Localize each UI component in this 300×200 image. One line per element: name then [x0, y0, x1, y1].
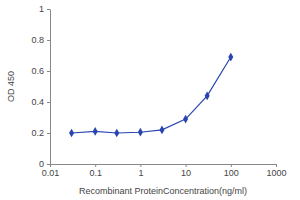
y-tick-mark	[47, 102, 50, 103]
x-tick: 100	[224, 164, 239, 178]
chart: 0.01 0.1 1 10 100 1000 0 0.2 0.4 0.6 0.8 1 Recombina…	[0, 0, 300, 200]
data-point	[114, 129, 119, 138]
y-tick-mark	[47, 9, 50, 10]
x-tick-mark	[140, 164, 141, 167]
x-tick-label: 100	[224, 168, 239, 178]
y-axis: 0 0.2 0.4 0.6 0.8 1	[31, 4, 50, 169]
data-point	[159, 126, 164, 135]
series	[69, 53, 233, 138]
y-tick-label: 0	[39, 159, 44, 169]
data-point	[93, 127, 98, 136]
data-point	[69, 129, 74, 138]
y-tick-mark	[47, 164, 50, 165]
x-axis-line	[51, 164, 277, 165]
y-tick: 0.8	[31, 35, 50, 45]
y-axis-title: OD 450	[6, 71, 16, 102]
y-axis-line	[50, 10, 51, 165]
data-point	[138, 128, 143, 137]
y-tick-label: 0.8	[31, 35, 44, 45]
y-tick: 0	[39, 159, 50, 169]
y-tick-label: 0.2	[31, 128, 44, 138]
data-line	[72, 57, 231, 133]
y-tick-mark	[47, 40, 50, 41]
y-tick: 0.4	[31, 97, 50, 107]
y-tick-mark	[47, 133, 50, 134]
x-tick-label: 0.1	[89, 168, 102, 178]
y-tick-label: 0.6	[31, 66, 44, 76]
x-tick-label: 1	[138, 168, 143, 178]
x-tick-mark	[231, 164, 232, 167]
x-tick: 0.1	[89, 164, 102, 178]
x-tick-label: 0.01	[42, 168, 60, 178]
x-tick: 1	[138, 164, 143, 178]
x-tick-mark	[95, 164, 96, 167]
x-tick-label: 10	[181, 168, 191, 178]
x-axis: 0.01 0.1 1 10 100 1000	[42, 164, 287, 178]
x-tick-mark	[186, 164, 187, 167]
y-tick-label: 0.4	[31, 97, 44, 107]
data-point	[228, 53, 233, 62]
data-point	[183, 115, 188, 124]
x-axis-title: Recombinant ProteinConcentration(ng/ml)	[79, 186, 247, 196]
data-point	[205, 91, 210, 100]
y-tick: 0.6	[31, 66, 50, 76]
y-tick-mark	[47, 71, 50, 72]
y-tick: 1	[39, 4, 50, 14]
x-tick-mark	[276, 164, 277, 167]
x-tick-label: 1000	[266, 168, 286, 178]
x-tick: 0.01	[42, 164, 60, 178]
x-tick: 10	[181, 164, 191, 178]
y-tick: 0.2	[31, 128, 50, 138]
plot: 0.01 0.1 1 10 100 1000 0 0.2 0.4 0.6 0.8 1	[31, 4, 286, 178]
x-tick: 1000	[266, 164, 286, 178]
y-tick-label: 1	[39, 4, 44, 14]
